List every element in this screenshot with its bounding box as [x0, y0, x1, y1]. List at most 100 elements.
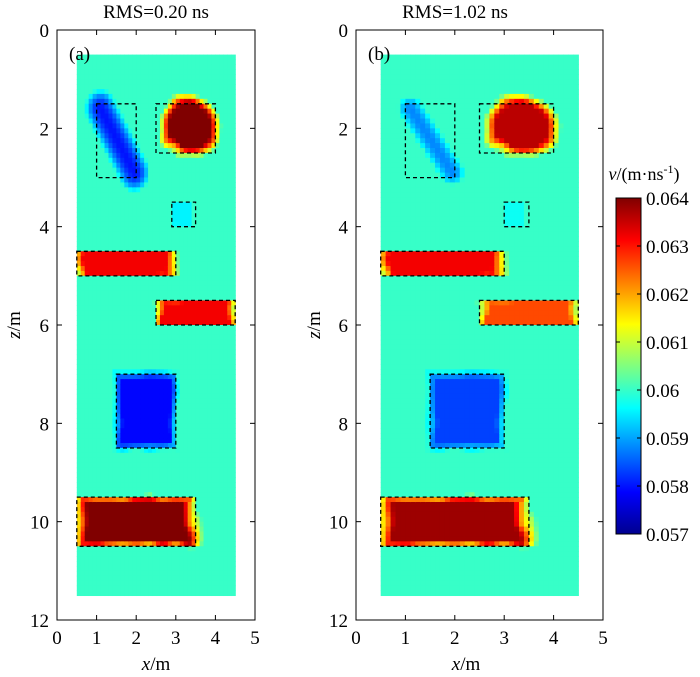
heatmap-cell	[159, 128, 165, 134]
heatmap-cell	[128, 433, 133, 439]
heatmap-cell	[96, 531, 102, 538]
heatmap-cell	[80, 349, 86, 356]
heatmap-cell	[152, 546, 157, 552]
heatmap-cell	[152, 315, 157, 321]
heatmap-cell	[390, 236, 397, 243]
heatmap-cell	[390, 295, 397, 302]
heatmap-cell	[104, 541, 110, 547]
heatmap-cell	[96, 590, 102, 597]
heatmap-cell	[108, 305, 114, 311]
heatmap-cell	[207, 172, 213, 179]
heatmap-cell	[171, 280, 177, 287]
heatmap-cell	[395, 138, 402, 144]
heatmap-cell	[223, 497, 228, 503]
heatmap-cell	[120, 315, 125, 321]
heatmap-cell	[183, 388, 189, 395]
heatmap-cell	[144, 364, 149, 370]
heatmap-cell	[136, 113, 141, 120]
heatmap-cell	[385, 207, 392, 213]
heatmap-cell	[199, 482, 205, 488]
heatmap-cell	[152, 133, 157, 139]
heatmap-cell	[227, 236, 232, 243]
heatmap-cell	[207, 148, 213, 154]
heatmap-cell	[187, 428, 193, 434]
heatmap-cell	[227, 511, 232, 518]
heatmap-cell	[140, 506, 145, 513]
heatmap-cell	[84, 256, 90, 262]
heatmap-cell	[195, 457, 201, 464]
heatmap-cell	[92, 398, 98, 405]
heatmap-cell	[136, 300, 141, 306]
heatmap-cell	[199, 506, 205, 513]
heatmap-cell	[215, 418, 220, 424]
heatmap-cell	[132, 506, 137, 513]
heatmap-cell	[124, 580, 129, 587]
heatmap-cell	[116, 162, 121, 169]
heatmap-cell	[92, 369, 98, 375]
heatmap-cell	[159, 246, 165, 252]
heatmap-cell	[152, 443, 157, 449]
heatmap-cell	[183, 320, 189, 326]
heatmap-cell	[156, 447, 161, 454]
heatmap-cell	[92, 492, 98, 498]
heatmap-cell	[380, 246, 387, 252]
heatmap-cell	[108, 310, 114, 316]
heatmap-cell	[231, 526, 236, 533]
heatmap-cell	[100, 108, 106, 115]
heatmap-cell	[76, 369, 82, 375]
heatmap-cell	[124, 187, 129, 193]
heatmap-cell	[100, 231, 106, 238]
heatmap-cell	[390, 89, 397, 95]
heatmap-cell	[88, 69, 94, 75]
heatmap-cell	[136, 295, 141, 302]
heatmap-cell	[80, 393, 86, 400]
heatmap-cell	[203, 118, 209, 125]
heatmap-cell	[124, 280, 129, 287]
heatmap-cell	[92, 580, 98, 587]
heatmap-cell	[195, 418, 201, 424]
heatmap-cell	[80, 280, 86, 287]
heatmap-cell	[380, 556, 387, 562]
heatmap-cell	[183, 108, 189, 115]
heatmap-cell	[385, 290, 392, 297]
heatmap-cell	[140, 118, 145, 125]
heatmap-cell	[144, 359, 149, 365]
heatmap-cell	[140, 64, 145, 70]
heatmap-cell	[88, 241, 94, 247]
heatmap-cell	[175, 251, 181, 257]
heatmap-cell	[167, 590, 173, 597]
heatmap-cell	[171, 123, 177, 129]
heatmap-cell	[231, 167, 236, 174]
heatmap-cell	[152, 349, 157, 356]
heatmap-cell	[390, 541, 397, 547]
heatmap-cell	[183, 551, 189, 557]
heatmap-cell	[163, 202, 169, 208]
heatmap-cell	[175, 492, 181, 498]
heatmap-cell	[167, 54, 173, 61]
heatmap-cell	[108, 275, 114, 282]
heatmap-cell	[80, 241, 86, 247]
heatmap-cell	[148, 354, 153, 361]
heatmap-cell	[144, 177, 149, 184]
heatmap-cell	[76, 133, 82, 139]
heatmap-cell	[152, 300, 157, 306]
heatmap-cell	[116, 103, 121, 110]
heatmap-cell	[88, 585, 94, 592]
heatmap-cell	[179, 221, 185, 228]
heatmap-cell	[179, 354, 185, 361]
heatmap-cell	[380, 118, 387, 125]
heatmap-cell	[199, 256, 205, 262]
heatmap-cell	[100, 334, 106, 341]
heatmap-cell	[191, 325, 197, 331]
heatmap-cell	[140, 580, 145, 587]
heatmap-cell	[156, 285, 161, 292]
heatmap-cell	[207, 472, 213, 479]
heatmap-cell	[128, 113, 133, 120]
heatmap-cell	[88, 492, 94, 498]
heatmap-cell	[400, 266, 406, 272]
heatmap-cell	[211, 261, 216, 267]
heatmap-cell	[195, 59, 201, 66]
heatmap-cell	[191, 315, 197, 321]
heatmap-cell	[171, 231, 177, 238]
heatmap-cell	[112, 462, 117, 469]
